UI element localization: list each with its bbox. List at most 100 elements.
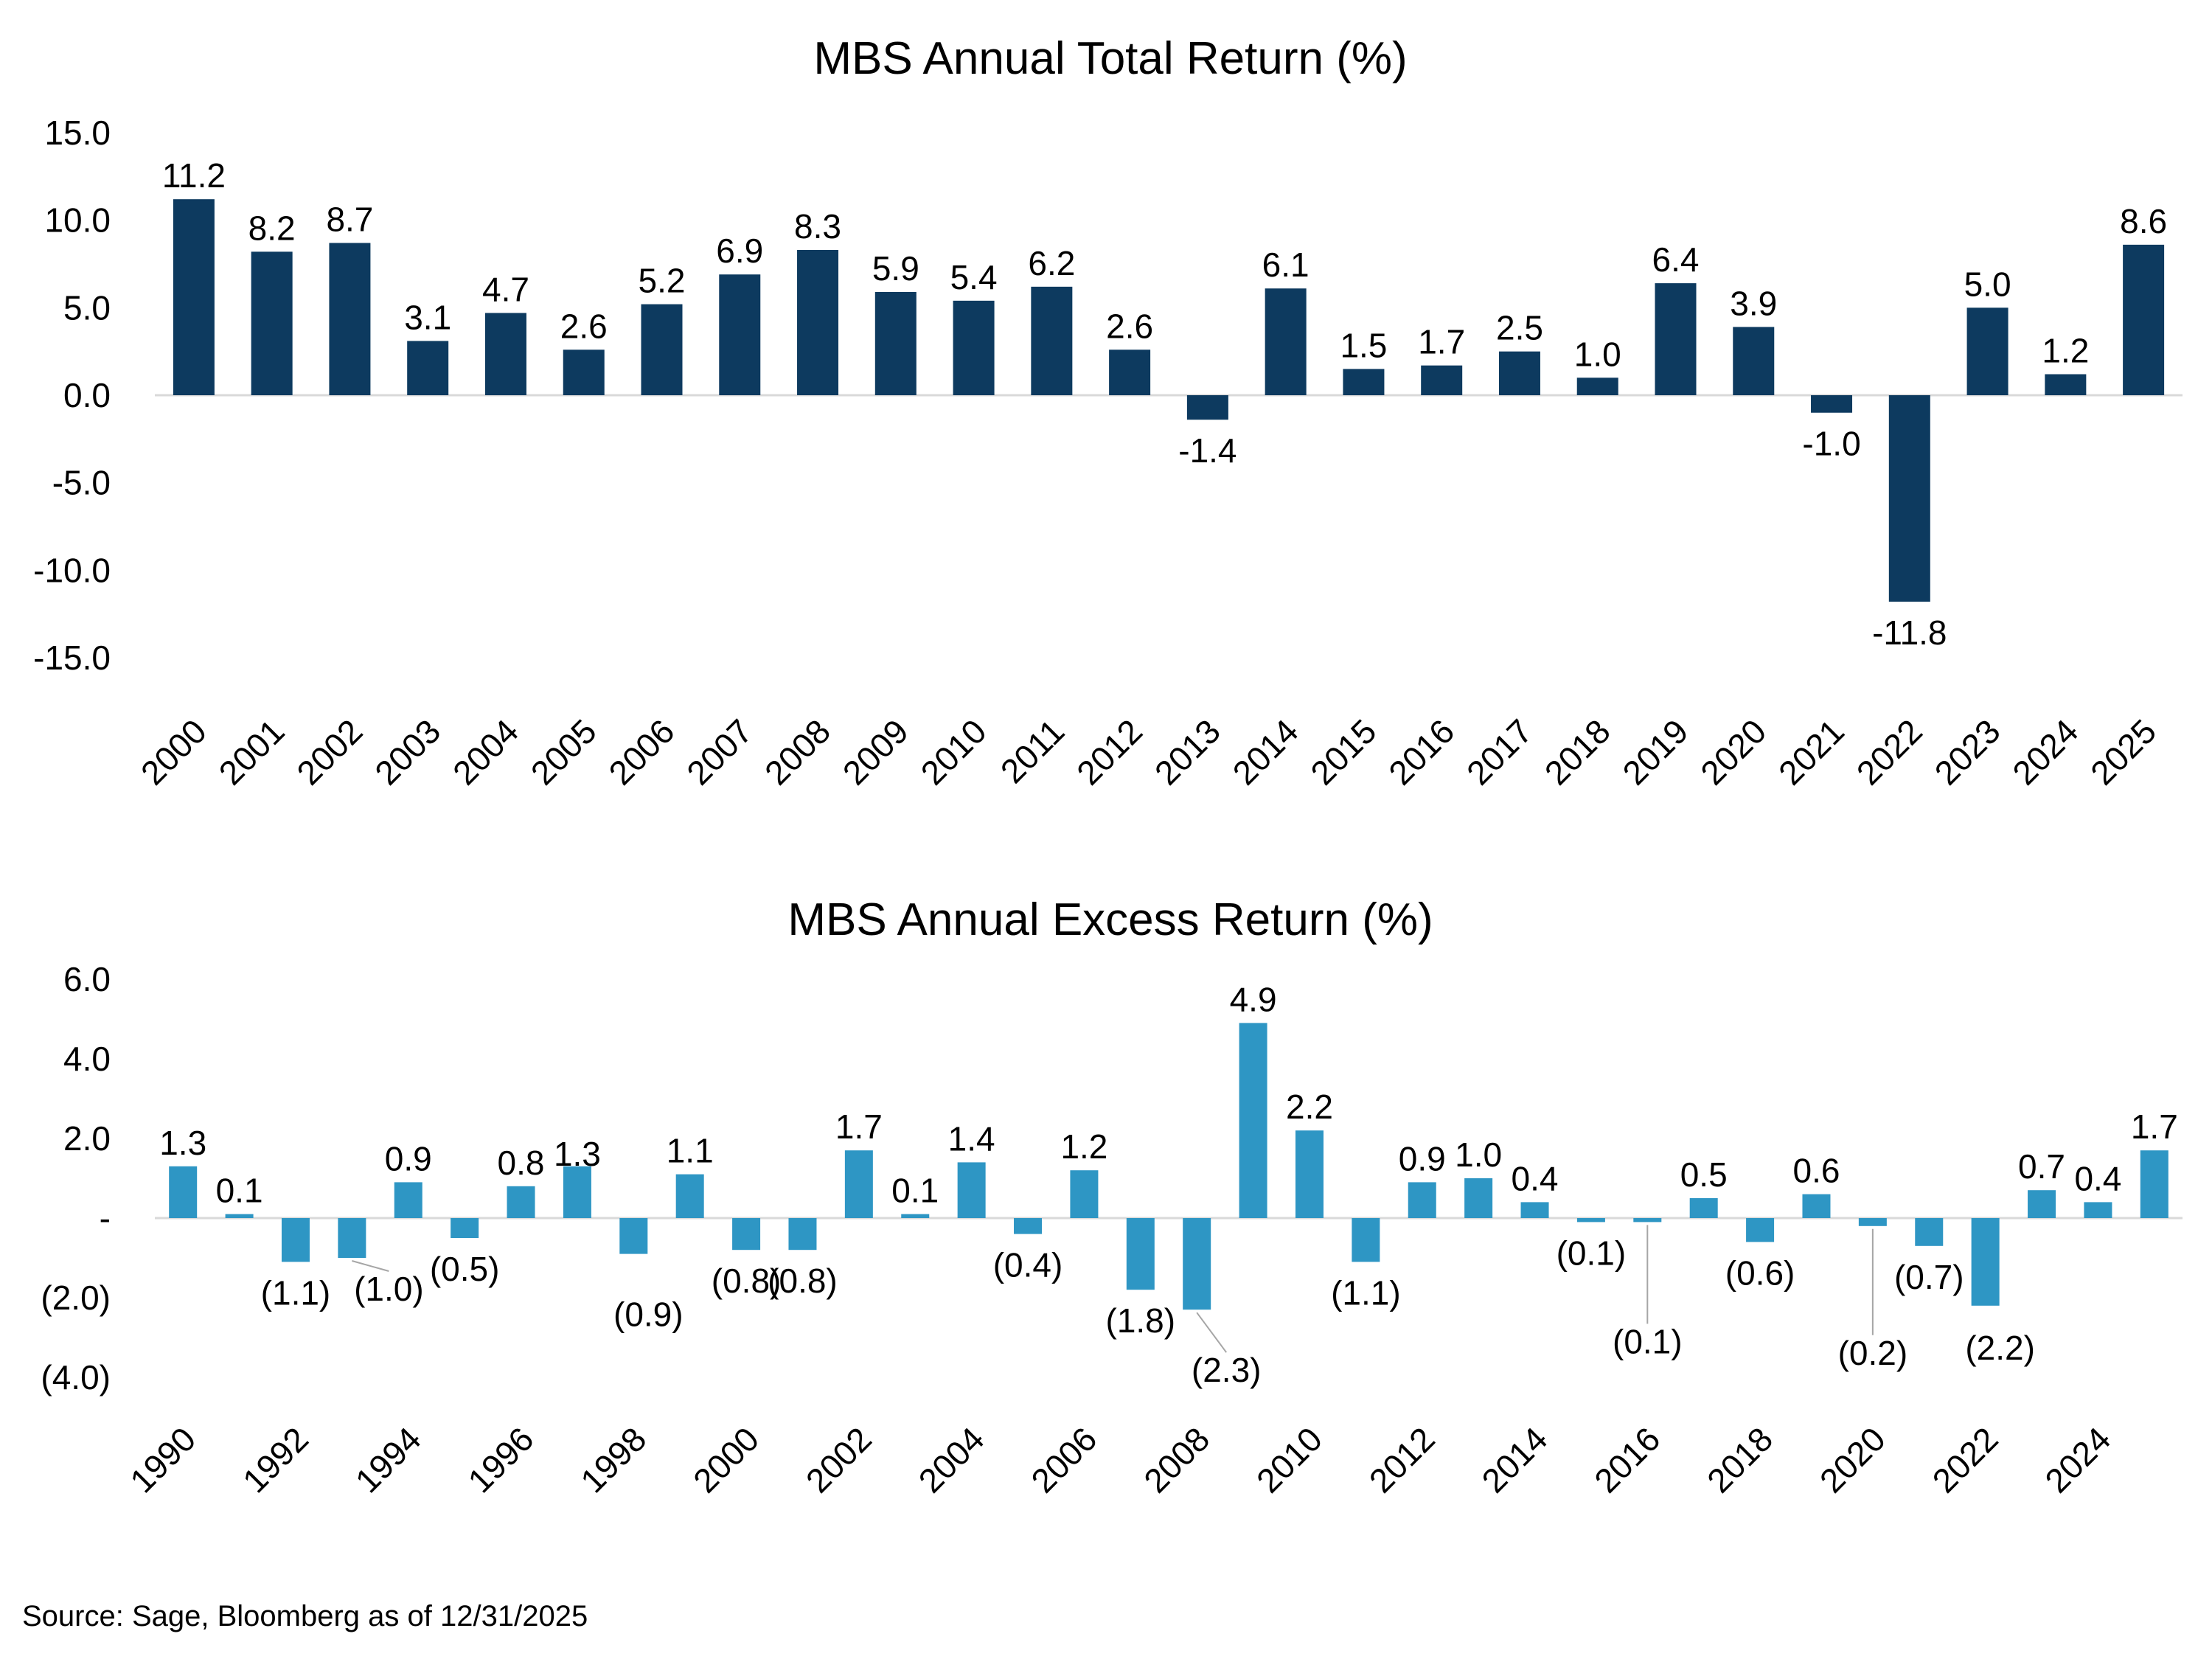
total-return-bar-2017 bbox=[1498, 351, 1540, 395]
total-return-x-tick-label: 2016 bbox=[1381, 712, 1461, 792]
excess-return-bar-2023 bbox=[2028, 1190, 2056, 1218]
excess-return-x-tick-label: 1996 bbox=[460, 1419, 540, 1500]
excess-return-data-label-2016: (0.1) bbox=[1613, 1322, 1683, 1360]
excess-return-data-label-2015: (0.1) bbox=[1557, 1234, 1627, 1272]
total-return-x-tick-label: 2012 bbox=[1069, 712, 1150, 792]
total-return-bar-2009 bbox=[874, 291, 917, 395]
total-return-x-tick-label: 2001 bbox=[212, 712, 292, 792]
excess-return-bar-2003 bbox=[901, 1214, 930, 1218]
total-return-data-label-2021: -1.0 bbox=[1802, 425, 1860, 463]
excess-return-title: MBS Annual Excess Return (%) bbox=[787, 894, 1433, 945]
excess-return-data-label-1990: 1.3 bbox=[159, 1124, 206, 1162]
total-return-bar-2022 bbox=[1888, 395, 1930, 602]
total-return-x-tick-label: 2011 bbox=[993, 712, 1072, 790]
total-return-x-tick-label: 2019 bbox=[1615, 712, 1695, 792]
excess-return-x-tick-label: 1992 bbox=[235, 1419, 316, 1500]
excess-return-bar-2016 bbox=[1633, 1218, 1662, 1222]
excess-return-data-label-2014: 0.4 bbox=[1512, 1159, 1559, 1197]
excess-return-bar-1990 bbox=[169, 1166, 198, 1218]
excess-return-y-tick-label: - bbox=[100, 1199, 111, 1237]
excess-return-bar-2006 bbox=[1070, 1170, 1099, 1218]
excess-return-bar-2007 bbox=[1126, 1218, 1155, 1290]
excess-return-bar-1998 bbox=[619, 1218, 648, 1254]
excess-return-data-label-2021: (0.7) bbox=[1894, 1258, 1964, 1296]
total-return-data-label-2009: 5.9 bbox=[872, 249, 919, 288]
excess-return-x-tick-label: 2000 bbox=[686, 1419, 766, 1500]
total-return-x-tick-label: 2006 bbox=[601, 712, 681, 792]
excess-return-x-tick-label: 2016 bbox=[1587, 1419, 1667, 1500]
excess-return-bar-2022 bbox=[1971, 1218, 2000, 1306]
total-return-bar-2010 bbox=[953, 300, 995, 395]
excess-return-x-tick-label: 2004 bbox=[911, 1419, 992, 1500]
excess-return-data-label-2019: 0.6 bbox=[1792, 1152, 1840, 1190]
excess-return-x-tick-label: 2014 bbox=[1474, 1419, 1554, 1500]
excess-return-bar-1993 bbox=[338, 1218, 366, 1258]
total-return-x-tick-label: 2007 bbox=[679, 712, 759, 792]
total-return-data-label-2007: 6.9 bbox=[716, 232, 763, 270]
excess-return-bar-2009 bbox=[1239, 1023, 1267, 1218]
total-return-x-tick-label: 2023 bbox=[1927, 712, 2008, 792]
excess-return-bar-1994 bbox=[394, 1182, 422, 1218]
excess-return-data-label-1991: 0.1 bbox=[216, 1172, 263, 1210]
total-return-data-label-2000: 11.2 bbox=[162, 156, 226, 195]
excess-return-data-label-2003: 0.1 bbox=[891, 1172, 939, 1210]
excess-return-x-tick-label: 1994 bbox=[348, 1419, 428, 1500]
excess-return-bar-2000 bbox=[732, 1218, 761, 1251]
total-return-x-tick-label: 2013 bbox=[1147, 712, 1228, 792]
excess-return-bar-2004 bbox=[957, 1162, 986, 1218]
excess-return-x-tick-label: 2018 bbox=[1700, 1419, 1780, 1500]
excess-return-bar-1997 bbox=[563, 1166, 591, 1218]
excess-return-bar-2001 bbox=[788, 1218, 817, 1251]
excess-return-data-label-2018: (0.6) bbox=[1725, 1253, 1795, 1292]
excess-return-data-label-2011: (1.1) bbox=[1331, 1273, 1401, 1312]
total-return-bar-2023 bbox=[1966, 307, 2008, 395]
total-return-data-label-2018: 1.0 bbox=[1574, 335, 1621, 373]
excess-return-data-label-2001: (0.8) bbox=[768, 1262, 838, 1300]
total-return-x-tick-label: 2009 bbox=[835, 712, 916, 792]
total-return-x-tick-label: 2004 bbox=[445, 712, 526, 792]
total-return-data-label-2017: 2.5 bbox=[1496, 309, 1543, 347]
total-return-data-label-2010: 5.4 bbox=[950, 258, 998, 296]
total-return-bar-2018 bbox=[1576, 378, 1618, 395]
excess-return-bar-2017 bbox=[1689, 1198, 1718, 1218]
excess-return-data-label-1999: 1.1 bbox=[667, 1132, 714, 1170]
total-return-data-label-2001: 8.2 bbox=[248, 209, 296, 247]
excess-return-bar-1991 bbox=[225, 1214, 254, 1218]
total-return-data-label-2014: 6.1 bbox=[1262, 246, 1310, 284]
excess-return-data-label-1996: 0.8 bbox=[498, 1144, 545, 1182]
total-return-bar-2001 bbox=[251, 251, 293, 395]
excess-return-bar-2010 bbox=[1295, 1130, 1324, 1218]
total-return-bar-2011 bbox=[1031, 286, 1073, 395]
total-return-title: MBS Annual Total Return (%) bbox=[813, 33, 1407, 84]
total-return-data-label-2012: 2.6 bbox=[1106, 307, 1153, 345]
excess-return-data-label-2000: (0.8) bbox=[712, 1262, 782, 1300]
excess-return-x-tick-label: 2024 bbox=[2037, 1419, 2118, 1500]
total-return-bar-2020 bbox=[1733, 327, 1775, 395]
excess-return-data-label-2004: 1.4 bbox=[948, 1119, 995, 1158]
excess-return-bar-2021 bbox=[1915, 1218, 1944, 1246]
total-return-x-tick-label: 2017 bbox=[1459, 712, 1540, 792]
excess-return-x-tick-label: 1998 bbox=[573, 1419, 653, 1500]
excess-return-bar-1992 bbox=[281, 1218, 310, 1262]
excess-return-data-label-1997: 1.3 bbox=[554, 1135, 601, 1173]
excess-return-data-label-1993: (1.0) bbox=[354, 1270, 424, 1308]
excess-return-data-label-1995: (0.5) bbox=[430, 1250, 500, 1288]
total-return-data-label-2020: 3.9 bbox=[1730, 284, 1777, 322]
excess-return-y-tick-label: (4.0) bbox=[41, 1358, 111, 1397]
total-return-bar-2012 bbox=[1109, 349, 1151, 395]
excess-return-bar-2018 bbox=[1746, 1218, 1775, 1242]
total-return-bar-2015 bbox=[1343, 369, 1385, 395]
excess-return-data-label-2020: (0.2) bbox=[1838, 1334, 1908, 1372]
total-return-x-tick-label: 2000 bbox=[133, 712, 214, 792]
excess-return-bar-2019 bbox=[1802, 1194, 1831, 1218]
total-return-bar-2003 bbox=[407, 341, 449, 395]
total-return-x-tick-label: 2025 bbox=[2083, 712, 2163, 792]
excess-return-bar-1999 bbox=[675, 1174, 704, 1218]
total-return-bar-2014 bbox=[1265, 288, 1307, 395]
excess-return-data-label-2013: 1.0 bbox=[1455, 1135, 1502, 1174]
total-return-bar-2024 bbox=[2045, 374, 2087, 395]
total-return-data-label-2024: 1.2 bbox=[2042, 332, 2089, 370]
excess-return-label-leader bbox=[352, 1260, 389, 1272]
excess-return-bar-1995 bbox=[451, 1218, 479, 1238]
total-return-x-tick-label: 2010 bbox=[914, 712, 994, 792]
